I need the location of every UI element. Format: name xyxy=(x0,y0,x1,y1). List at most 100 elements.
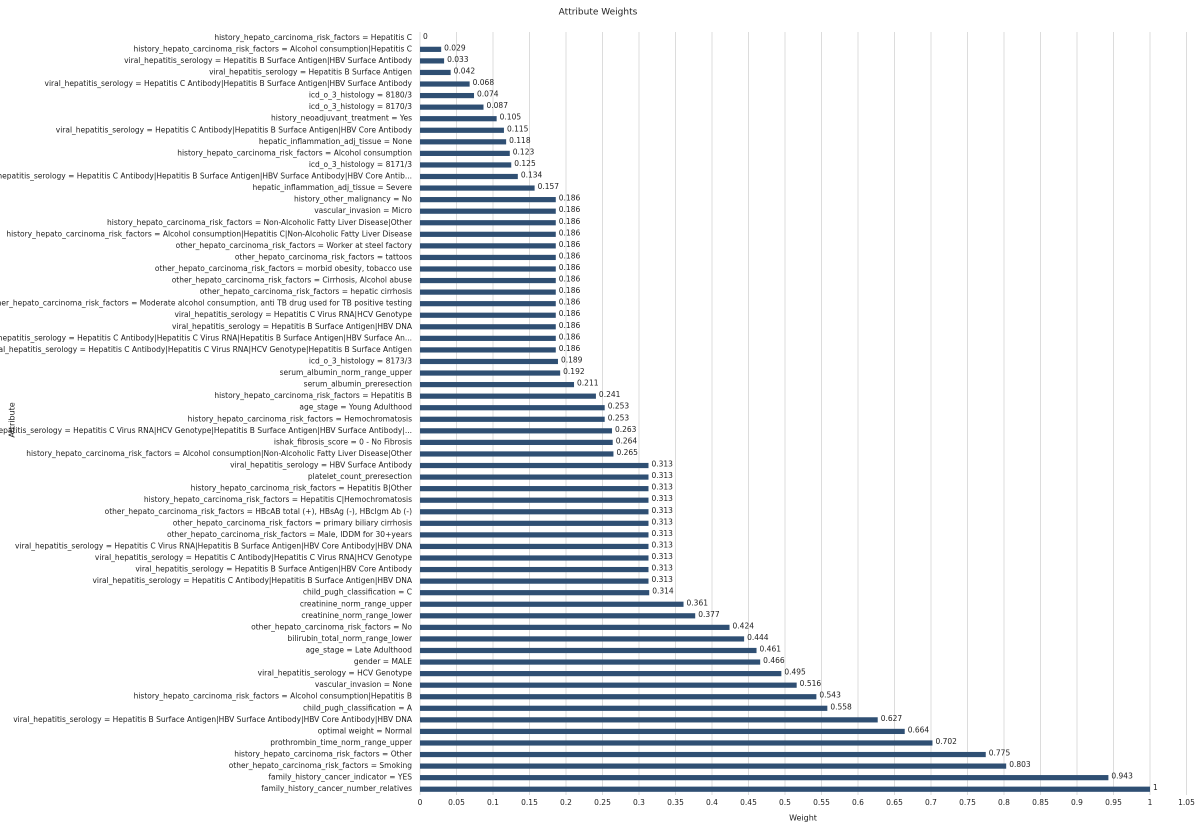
bar xyxy=(420,46,442,52)
y-tick-label: other_hepato_carcinoma_risk_factors = ta… xyxy=(235,252,412,261)
value-label: 0.444 xyxy=(747,633,769,642)
value-label: 0.186 xyxy=(559,194,581,203)
y-tick-label: history_hepato_carcinoma_risk_factors = … xyxy=(134,44,413,53)
y-tick-label: history_neoadjuvant_treatment = Yes xyxy=(271,114,412,123)
bar xyxy=(420,220,556,226)
bar xyxy=(420,636,745,642)
value-label: 0.516 xyxy=(800,679,822,688)
y-tick-label: viral_hepatitis_serology = Hepatitis C V… xyxy=(15,541,413,550)
y-tick-label: viral_hepatitis_serology = Hepatitis C A… xyxy=(0,333,412,342)
value-label: 0.192 xyxy=(563,367,585,376)
value-label: 1 xyxy=(1153,783,1158,792)
value-label: 0.313 xyxy=(651,517,673,526)
y-tick-label: history_hepato_carcinoma_risk_factors = … xyxy=(188,414,412,423)
y-tick-label: age_stage = Young Adulthood xyxy=(299,403,412,412)
bar xyxy=(420,694,817,700)
bar xyxy=(420,786,1150,792)
bar xyxy=(420,566,649,573)
y-tick-label: other_hepato_carcinoma_risk_factors = Ci… xyxy=(172,276,413,285)
chart-title: Attribute Weights xyxy=(559,8,638,18)
y-tick-label: viral_hepatitis_serology = Hepatitis C A… xyxy=(0,345,412,354)
x-tick-label: 0.45 xyxy=(740,798,757,807)
value-label: 0.157 xyxy=(538,182,560,191)
bar xyxy=(420,243,556,249)
value-label: 0.115 xyxy=(507,124,529,133)
y-tick-label: family_history_cancer_number_relatives xyxy=(261,784,412,793)
value-label: 0.125 xyxy=(514,159,536,168)
bar xyxy=(420,451,614,457)
bar xyxy=(420,289,556,295)
value-label: 0.361 xyxy=(687,598,709,607)
x-tick-label: 0.25 xyxy=(594,798,611,807)
y-tick-label: viral_hepatitis_serology = Hepatitis B S… xyxy=(135,565,412,574)
bar xyxy=(420,393,596,399)
x-tick-label: 1 xyxy=(1148,798,1153,807)
bar xyxy=(420,428,612,434)
value-label: 0.241 xyxy=(599,390,621,399)
value-label: 0.313 xyxy=(651,460,673,469)
bar xyxy=(420,312,556,318)
y-tick-label: history_hepato_carcinoma_risk_factors = … xyxy=(144,495,412,504)
bar xyxy=(420,266,556,272)
y-tick-label: viral_hepatitis_serology = Hepatitis C V… xyxy=(0,426,412,435)
bar xyxy=(420,728,905,735)
value-label: 0.627 xyxy=(881,714,903,723)
bar xyxy=(420,682,797,688)
value-label: 0.313 xyxy=(651,471,673,480)
value-label: 0.313 xyxy=(651,552,673,561)
bar xyxy=(420,254,556,261)
y-tick-label: serum_albumin_preresection xyxy=(304,380,413,389)
y-axis-title: Attribute xyxy=(8,402,17,437)
value-label: 0.087 xyxy=(487,101,509,110)
y-tick-label: history_hepato_carcinoma_risk_factors = … xyxy=(214,33,412,42)
y-tick-label: viral_hepatitis_serology = Hepatitis B S… xyxy=(13,715,413,724)
x-tick-label: 0.65 xyxy=(886,798,903,807)
y-tick-label: icd_o_3_histology = 8170/3 xyxy=(309,102,412,111)
y-tick-label: other_hepato_carcinoma_risk_factors = Mo… xyxy=(0,299,412,308)
value-label: 0.263 xyxy=(615,425,637,434)
y-tick-label: child_pugh_classification = C xyxy=(303,588,412,597)
y-tick-label: history_hepato_carcinoma_risk_factors = … xyxy=(191,484,413,493)
value-label: 0.943 xyxy=(1111,772,1133,781)
y-tick-label: history_hepato_carcinoma_risk_factors = … xyxy=(234,750,413,759)
bar xyxy=(420,705,828,711)
value-label: 0.186 xyxy=(559,332,581,341)
bar xyxy=(420,497,649,503)
y-tick-label: history_hepato_carcinoma_risk_factors = … xyxy=(134,692,412,701)
x-tick-label: 0.15 xyxy=(521,798,538,807)
x-axis-title: Weight xyxy=(789,814,817,823)
y-tick-label: creatinine_norm_range_lower xyxy=(301,611,413,620)
value-label: 0.186 xyxy=(559,286,581,295)
x-tick-label: 0.85 xyxy=(1032,798,1049,807)
bar xyxy=(420,173,518,180)
value-label: 0.123 xyxy=(513,147,535,156)
y-tick-label: viral_hepatitis_serology = Hepatitis C A… xyxy=(92,576,412,585)
bar xyxy=(420,647,757,654)
x-tick-label: 0 xyxy=(418,798,423,807)
y-tick-label: viral_hepatitis_serology = Hepatitis C A… xyxy=(56,125,413,134)
x-tick-label: 0.5 xyxy=(779,798,791,807)
value-label: 0.424 xyxy=(733,621,755,630)
y-tick-label: viral_hepatitis_serology = Hepatitis B S… xyxy=(172,322,413,331)
y-tick-label: icd_o_3_histology = 8173/3 xyxy=(309,356,412,365)
value-label: 0.189 xyxy=(561,355,583,364)
y-tick-label: viral_hepatitis_serology = Hepatitis B S… xyxy=(209,67,412,76)
value-label: 0.068 xyxy=(473,78,495,87)
bar xyxy=(420,92,475,99)
bar xyxy=(420,578,649,584)
y-tick-label: bilirubin_total_norm_range_lower xyxy=(287,634,412,643)
value-label: 0.265 xyxy=(616,448,638,457)
value-label: 0.042 xyxy=(454,66,476,75)
bar xyxy=(420,358,558,365)
value-label: 0.186 xyxy=(559,309,581,318)
bar xyxy=(420,335,556,341)
y-tick-label: other_hepato_carcinoma_risk_factors = Sm… xyxy=(229,761,413,770)
bar xyxy=(420,601,684,607)
bar xyxy=(420,462,649,469)
y-tick-label: other_hepato_carcinoma_risk_factors = HB… xyxy=(105,507,412,516)
y-tick-label: age_stage = Late Adulthood xyxy=(305,645,412,654)
y-tick-label: optimal weight = Normal xyxy=(318,726,412,735)
x-tick-label: 0.3 xyxy=(633,798,645,807)
value-label: 0.186 xyxy=(559,275,581,284)
y-tick-label: other_hepato_carcinoma_risk_factors = he… xyxy=(200,287,412,296)
